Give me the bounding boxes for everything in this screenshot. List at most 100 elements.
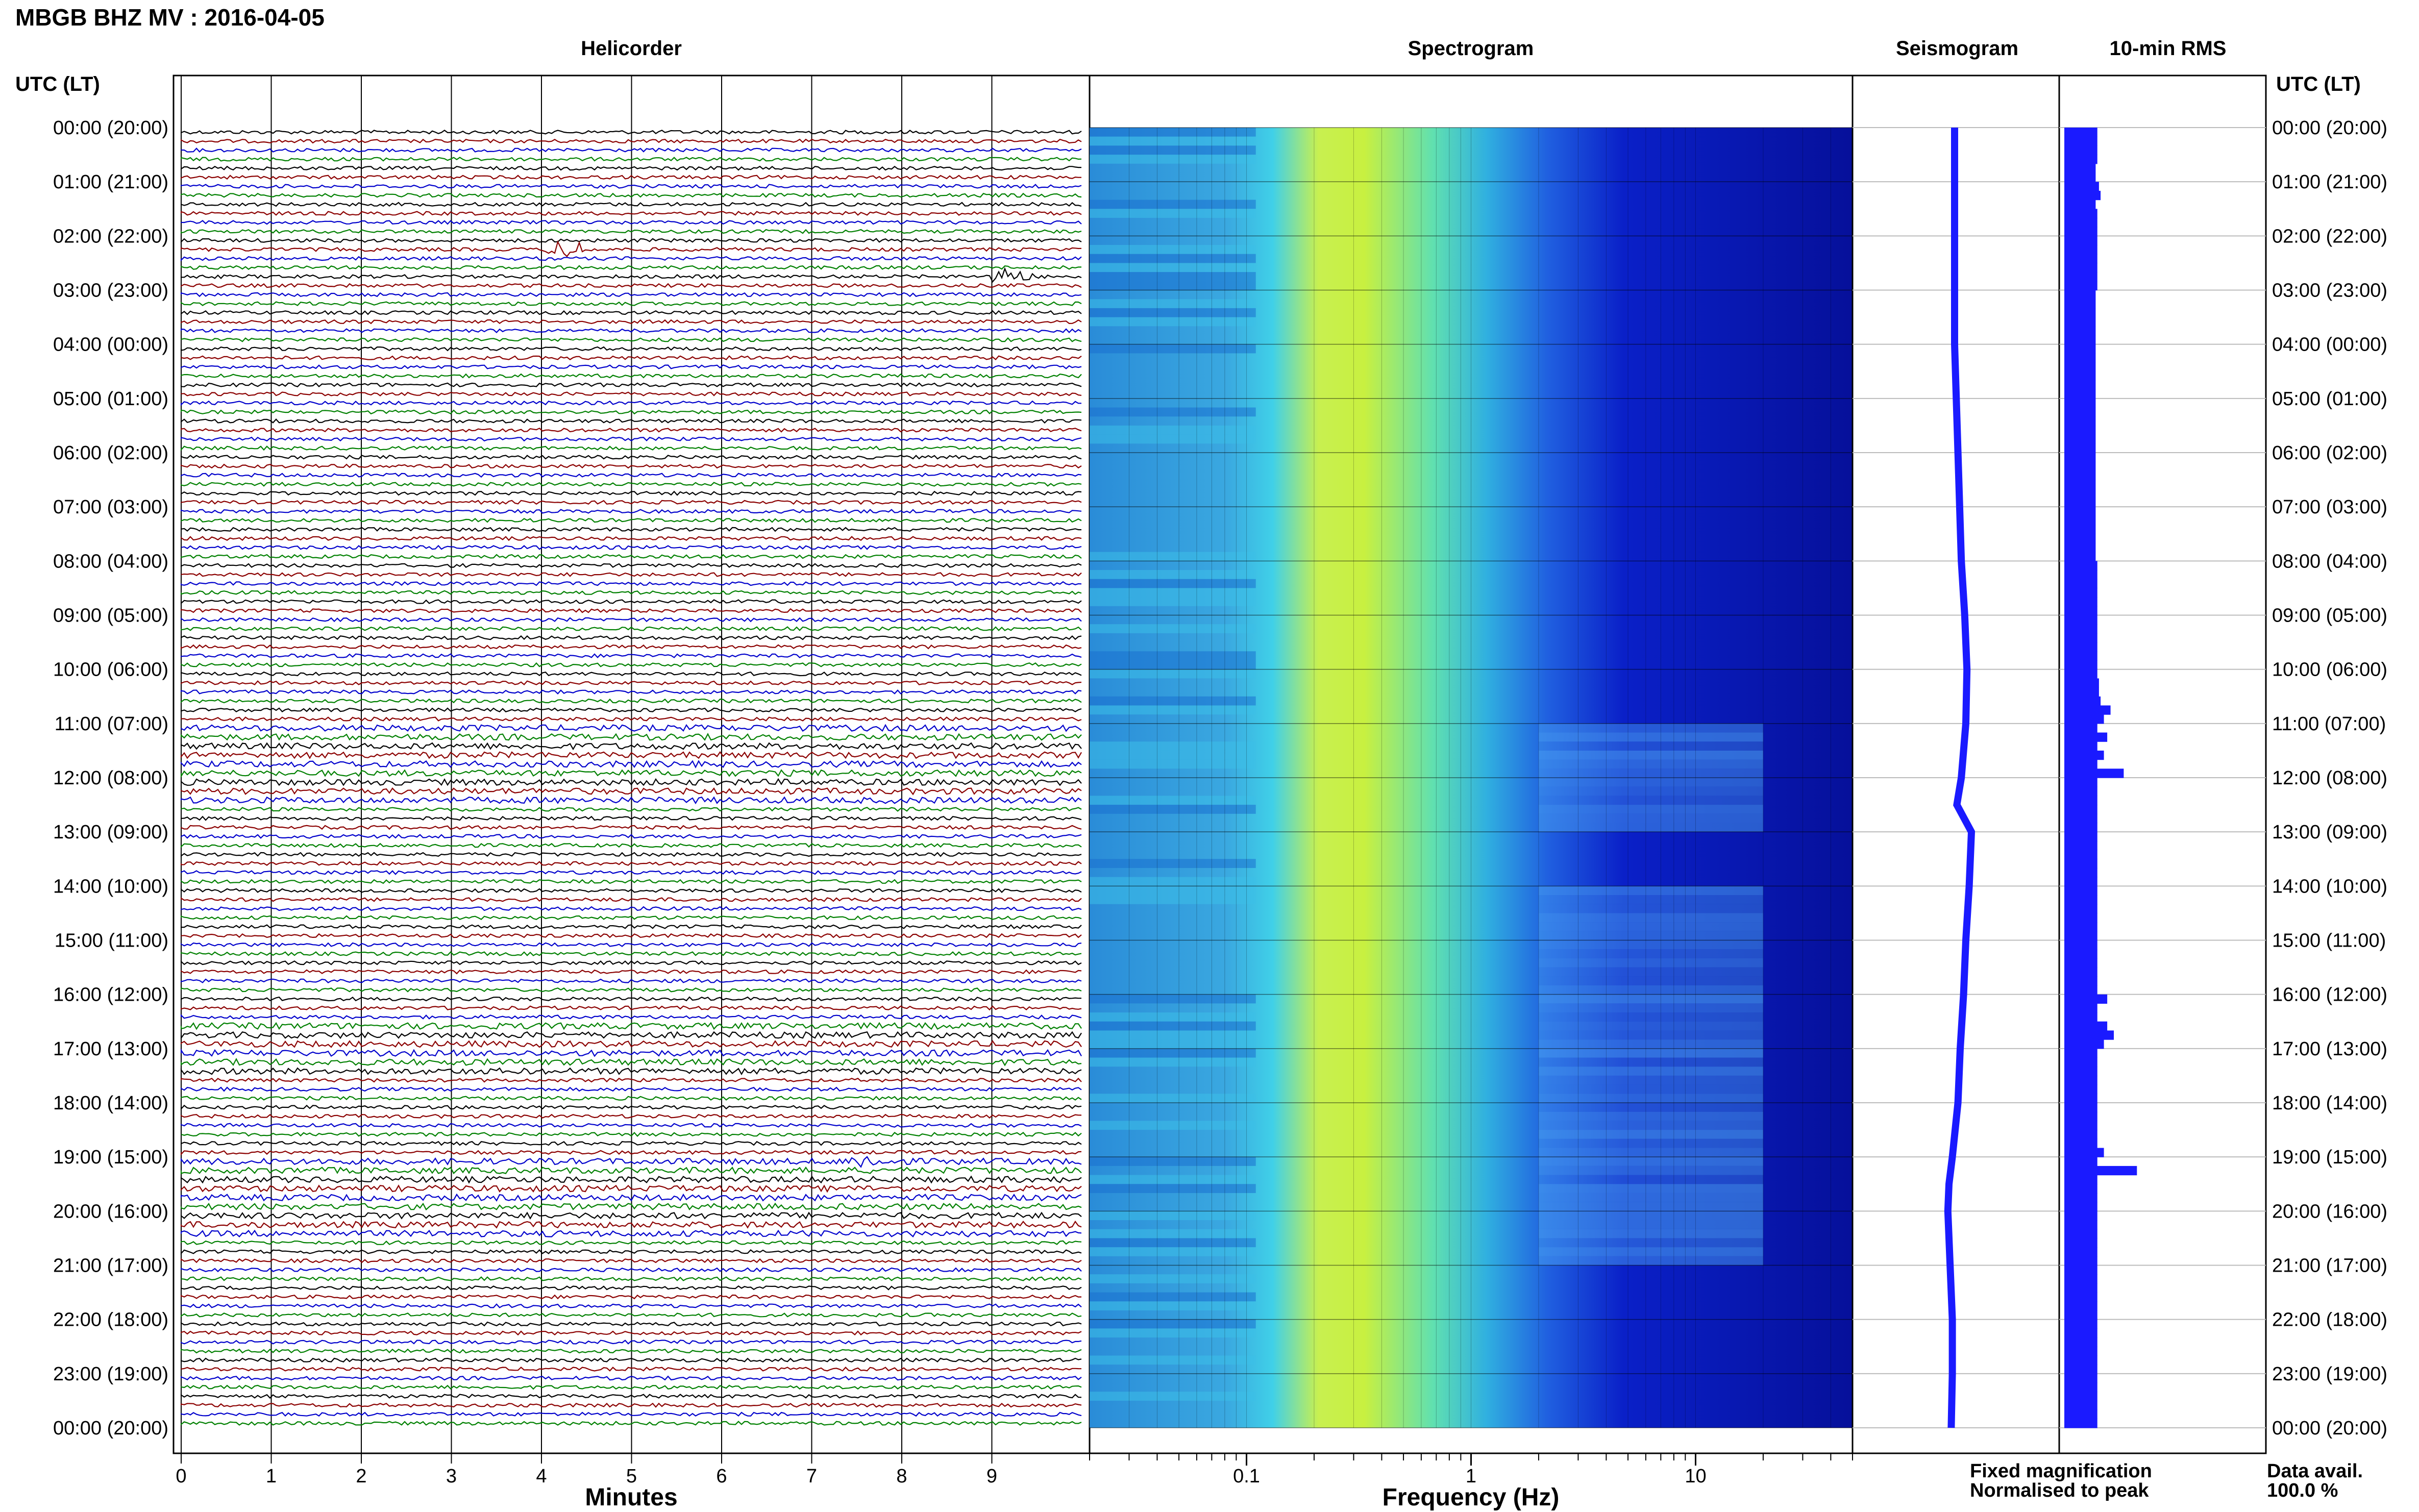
helicorder-trace (180, 1022, 1082, 1030)
time-label-left: 10:00 (06:00) (53, 659, 168, 681)
rms-bar (2064, 542, 2096, 553)
helicorder-trace (180, 733, 1082, 741)
rms-bar (2064, 371, 2096, 381)
rms-bar (2064, 579, 2097, 588)
frequency-axis-label: Frequency (Hz) (1383, 1484, 1560, 1511)
right-axis-label: UTC (LT) (2276, 73, 2361, 95)
spectrogram-band (1538, 750, 1763, 760)
rms-bar (2064, 163, 2096, 173)
rms-bar (2064, 813, 2097, 824)
rms-bar (2064, 931, 2097, 941)
helicorder-trace (180, 825, 1082, 830)
helicorder-trace (180, 373, 1082, 379)
spectrogram-band (1090, 624, 1256, 633)
rms-bar (2064, 1012, 2097, 1022)
helicorder-trace (180, 978, 1082, 983)
rms-bar (2064, 687, 2099, 697)
spectrogram-band (1538, 931, 1763, 940)
helicorder-trace (180, 490, 1082, 496)
seismogram-title: Seismogram (1896, 37, 2018, 60)
rms-bar (2064, 904, 2097, 913)
time-label-right: 18:00 (14:00) (2272, 1093, 2387, 1114)
spectrogram-band (1090, 1319, 1256, 1329)
rms-bar (2064, 1193, 2097, 1203)
helicorder-trace (180, 1067, 1082, 1076)
helicorder-trace (180, 192, 1082, 198)
time-label-left: 00:00 (20:00) (53, 1418, 168, 1439)
spectrogram-band (1090, 1175, 1256, 1184)
time-label-right: 00:00 (20:00) (2272, 117, 2387, 139)
helicorder-tick-label: 6 (716, 1466, 727, 1487)
spectrogram-band (1538, 741, 1763, 751)
spectrogram-band (1090, 651, 1256, 660)
helicorder-trace (180, 1384, 1082, 1390)
time-label-right: 05:00 (01:00) (2272, 388, 2387, 410)
rms-bar (2064, 380, 2096, 390)
spectrogram-band (1090, 1039, 1256, 1049)
time-label-right: 11:00 (07:00) (2272, 713, 2386, 735)
rms-bar (2064, 1057, 2097, 1067)
helicorder-trace (180, 1411, 1082, 1417)
rms-bar (2064, 299, 2096, 309)
rms-bar (2064, 200, 2096, 209)
helicorder-trace (180, 1048, 1082, 1057)
helicorder-trace (180, 364, 1082, 369)
helicorder-trace (180, 527, 1082, 532)
rms-bar (2064, 281, 2097, 291)
helicorder-trace (180, 787, 1082, 796)
time-label-right: 07:00 (03:00) (2272, 497, 2387, 518)
spectrogram-band (1090, 1057, 1256, 1067)
rms-bar (2064, 1400, 2097, 1410)
spectrogram-band (1090, 425, 1256, 435)
data-availability-value: 100.0 % (2267, 1480, 2338, 1501)
rms-bar (2064, 1103, 2097, 1112)
chart-title: MBGB BHZ MV : 2016-04-05 (15, 4, 325, 31)
rms-bar (2064, 1382, 2097, 1392)
rms-bar (2064, 398, 2096, 408)
helicorder-trace (180, 1367, 1082, 1372)
helicorder-trace (180, 1005, 1082, 1011)
spectrogram-band (1538, 949, 1763, 958)
spectrogram-band (1090, 750, 1256, 760)
helicorder-trace (180, 202, 1082, 207)
helicorder-trace (180, 653, 1082, 658)
helicorder-trace (180, 536, 1082, 541)
spectrogram-panel: 0.1 1 10 (1089, 75, 1854, 1487)
spectrogram-band (1090, 1292, 1256, 1302)
rms-bar (2064, 1211, 2097, 1221)
time-label-left: 03:00 (23:00) (53, 280, 168, 302)
helicorder-trace (180, 1220, 1082, 1229)
helicorder-trace (180, 1086, 1082, 1092)
helicorder-trace (180, 1267, 1082, 1273)
spectrogram-band (1538, 778, 1763, 787)
helicorder-trace (180, 807, 1082, 812)
rms-bar (2064, 1238, 2097, 1248)
helicorder-trace (180, 517, 1082, 523)
helicorder-trace (180, 1077, 1082, 1083)
helicorder-trace (180, 698, 1082, 704)
helicorder-trace (180, 1156, 1082, 1168)
spectrogram-band (1090, 1355, 1256, 1365)
helicorder-trace (180, 500, 1082, 505)
helicorder-trace (180, 436, 1082, 442)
spectrogram-band (1538, 1148, 1763, 1157)
spectrogram-band (1538, 994, 1763, 1004)
rms-bar (2064, 1084, 2097, 1094)
spectrogram-band (1538, 1247, 1763, 1256)
rms-bar (2064, 263, 2097, 272)
helicorder-trace (180, 996, 1081, 1002)
helicorder-trace (180, 283, 1082, 288)
rms-bar (2064, 840, 2097, 851)
time-label-right: 14:00 (10:00) (2272, 876, 2387, 897)
rms-bar (2064, 209, 2097, 218)
time-label-right: 04:00 (00:00) (2272, 334, 2387, 356)
rms-bar (2064, 416, 2096, 426)
rms-bar (2064, 190, 2101, 201)
spectrogram-band (1538, 940, 1763, 950)
helicorder-trace (180, 942, 1082, 948)
time-label-left: 02:00 (22:00) (53, 226, 168, 247)
helicorder-trace (181, 544, 1082, 550)
helicorder-trace (180, 1294, 1082, 1300)
helicorder-trace (180, 292, 1082, 298)
helicorder-trace (180, 563, 1082, 568)
